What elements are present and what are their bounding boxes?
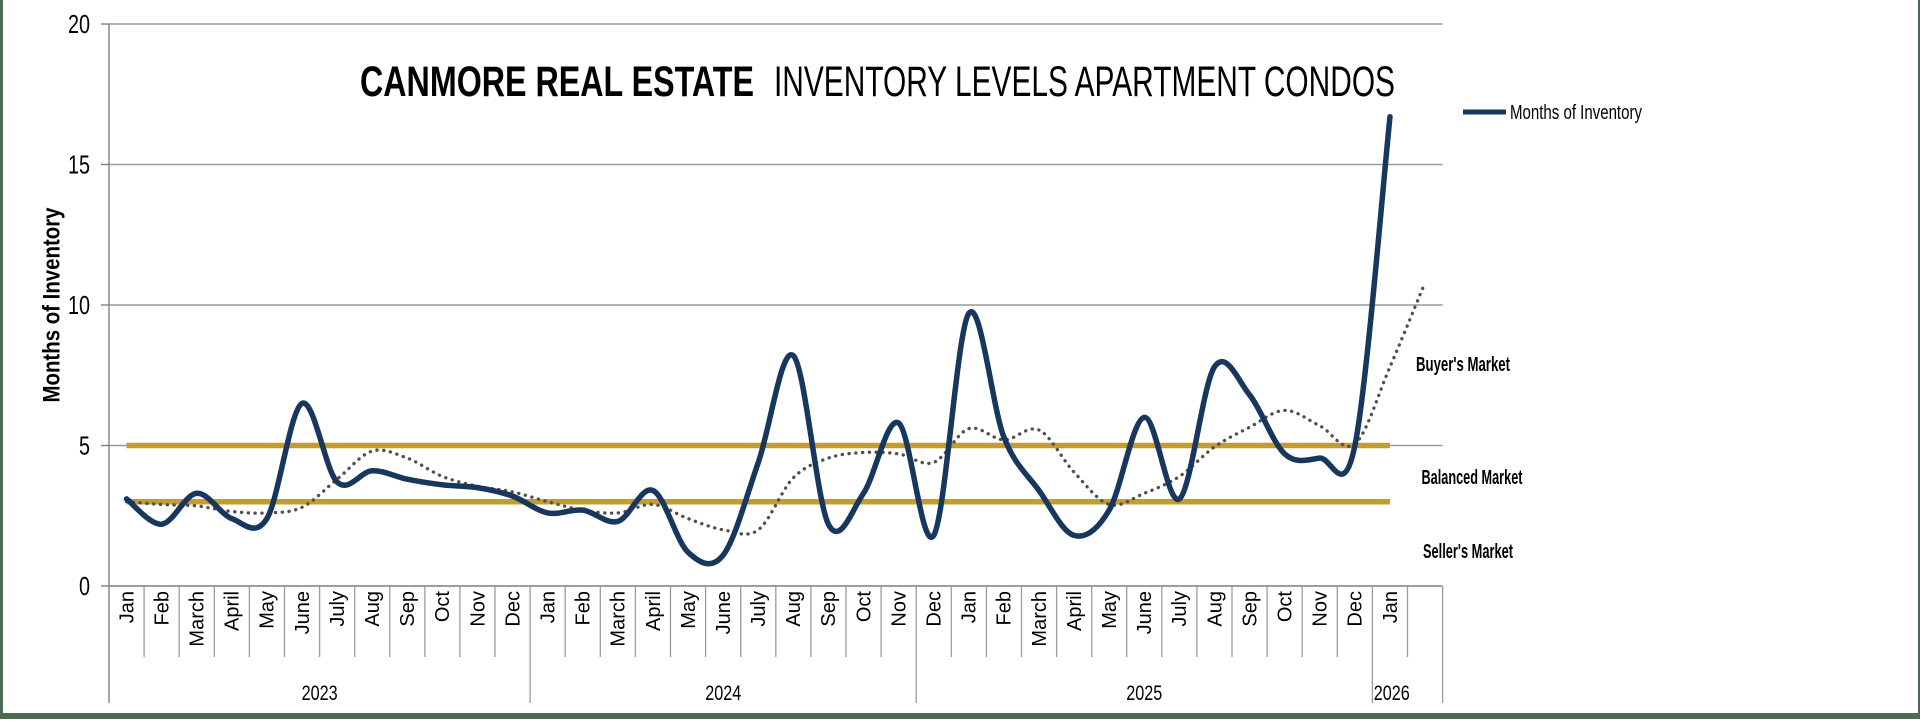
plot-area: 0 5 10 15 20 Jan Feb March April May June July Aug Se… bbox=[68, 9, 1444, 705]
month-label: April bbox=[1064, 591, 1086, 631]
legend-label: Months of Inventory bbox=[1510, 102, 1642, 124]
month-label: July bbox=[1169, 591, 1191, 627]
month-label: March bbox=[608, 591, 630, 647]
sellers-market-label: Seller's Market bbox=[1423, 541, 1513, 563]
balanced-market-label: Balanced Market bbox=[1422, 467, 1523, 489]
month-label: March bbox=[186, 591, 208, 647]
chart-title: CANMORE REAL ESTATE INVENTORY LEVELS APA… bbox=[360, 58, 1395, 106]
month-label: Nov bbox=[1310, 591, 1332, 627]
month-label: Aug bbox=[362, 591, 384, 627]
y-tick-label-15: 15 bbox=[68, 150, 90, 180]
month-label: Jan bbox=[538, 591, 560, 623]
y-tick-label-10: 10 bbox=[68, 290, 90, 320]
legend: Months of Inventory bbox=[1463, 102, 1642, 124]
month-label: Dec bbox=[1345, 591, 1367, 627]
month-label: Oct bbox=[432, 591, 454, 623]
month-label: March bbox=[1029, 591, 1051, 647]
y-tick-label-5: 5 bbox=[79, 431, 90, 461]
year-label-2026: 2026 bbox=[1374, 682, 1410, 705]
month-label: Feb bbox=[573, 591, 595, 625]
month-label: May bbox=[1099, 591, 1121, 629]
month-label: April bbox=[222, 591, 244, 631]
month-label: Jan bbox=[1380, 591, 1402, 623]
months-of-inventory-line bbox=[123, 113, 1393, 567]
month-label: Feb bbox=[994, 591, 1016, 625]
buyers-market-label: Buyer's Market bbox=[1416, 354, 1510, 376]
month-label: Sep bbox=[818, 591, 840, 627]
month-label: Sep bbox=[397, 591, 419, 627]
month-label: Nov bbox=[888, 591, 910, 627]
month-label: Aug bbox=[1204, 591, 1226, 627]
y-tick-label-20: 20 bbox=[68, 9, 90, 39]
month-label: Feb bbox=[151, 591, 173, 625]
year-label-2024: 2024 bbox=[705, 682, 741, 705]
inventory-chart-svg: 0 5 10 15 20 Jan Feb March April May June July Aug Se… bbox=[38, 9, 1642, 705]
month-label: Jan bbox=[116, 591, 138, 623]
month-label: July bbox=[748, 591, 770, 627]
month-label: Oct bbox=[1275, 591, 1297, 623]
month-label: July bbox=[327, 591, 349, 627]
y-axis-title: Months of Inventory bbox=[38, 207, 65, 403]
month-label: April bbox=[643, 591, 665, 631]
year-label-2025: 2025 bbox=[1126, 682, 1162, 705]
month-label: Dec bbox=[924, 591, 946, 627]
month-label: June bbox=[713, 591, 735, 634]
month-label: May bbox=[257, 591, 279, 629]
y-tick-label-0: 0 bbox=[79, 571, 90, 601]
month-label: Dec bbox=[502, 591, 524, 627]
month-label: Nov bbox=[467, 591, 489, 627]
chart-title-main: CANMORE REAL ESTATE bbox=[360, 58, 754, 106]
month-label: Sep bbox=[1239, 591, 1261, 627]
month-label: May bbox=[678, 591, 700, 629]
trend-dotted-line bbox=[124, 280, 1427, 536]
month-label: June bbox=[292, 591, 314, 634]
year-label-2023: 2023 bbox=[302, 682, 338, 705]
chart-title-sub: INVENTORY LEVELS APARTMENT CONDOS bbox=[774, 58, 1395, 106]
month-label: Jan bbox=[959, 591, 981, 623]
month-label: Oct bbox=[853, 591, 875, 623]
month-label: Aug bbox=[783, 591, 805, 627]
month-label: June bbox=[1134, 591, 1156, 634]
